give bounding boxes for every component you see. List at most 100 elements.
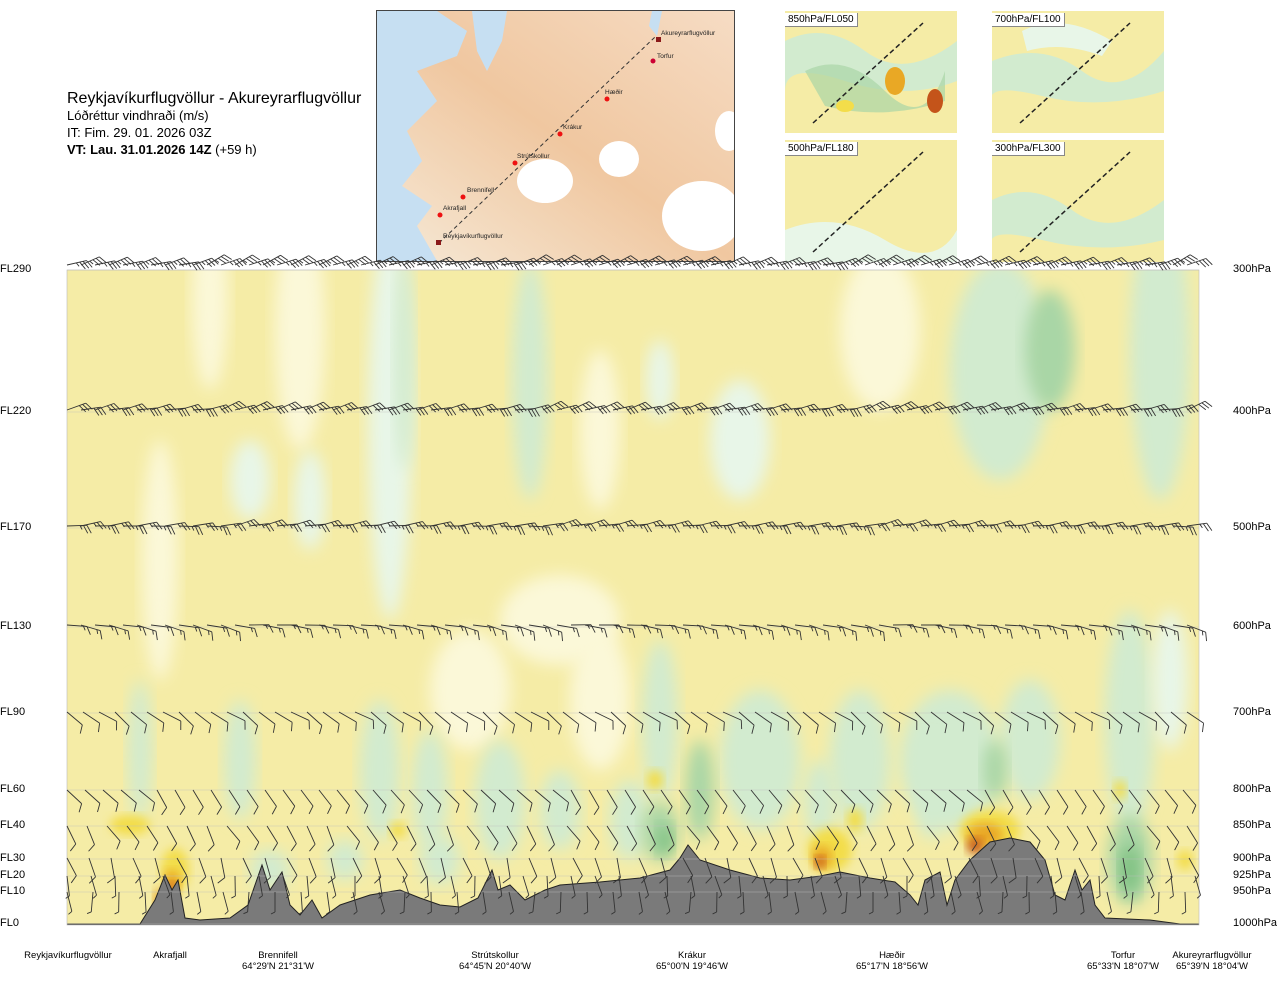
label-akureyri: Akureyrarflugvöllur bbox=[661, 30, 716, 37]
wind-barb-FL30-42 bbox=[990, 857, 998, 884]
wind-barb-FL60-20 bbox=[426, 789, 442, 813]
velocity-blob-6 bbox=[646, 340, 674, 420]
wind-barb-FL290-41 bbox=[640, 255, 667, 266]
wind-barb-FL40-34 bbox=[746, 825, 757, 852]
marker-strutskollur bbox=[512, 160, 518, 166]
wind-barb-FL90-50 bbox=[866, 711, 883, 734]
wind-barb-FL170-1 bbox=[80, 521, 107, 530]
wind-barb-FL220-63 bbox=[948, 401, 975, 412]
wind-barb-FL30-30 bbox=[723, 857, 732, 884]
wind-barb-FL40-24 bbox=[546, 825, 555, 852]
wind-barb-FL90-4 bbox=[130, 711, 147, 734]
wind-barb-FL170-80 bbox=[1186, 522, 1213, 532]
wind-barb-FL290-19 bbox=[332, 259, 359, 269]
wind-barb-FL130-3 bbox=[108, 624, 131, 640]
wind-barb-FL290-33 bbox=[528, 254, 554, 266]
waypoint-label-0: Reykjavíkurflugvöllur bbox=[24, 950, 112, 961]
wind-barb-FL20-28 bbox=[737, 875, 742, 899]
wind-barb-FL10-29 bbox=[820, 891, 827, 915]
wind-barb-FL60-36 bbox=[714, 789, 728, 815]
wind-barb-FL130-20 bbox=[346, 624, 369, 639]
wind-barb-FL40-16 bbox=[386, 825, 398, 851]
label-akrafjall: Akrafjall bbox=[443, 205, 467, 212]
wind-barb-FL90-12 bbox=[258, 711, 276, 733]
velocity-blob-19 bbox=[720, 690, 800, 830]
wind-barb-FL220-51 bbox=[780, 407, 807, 417]
wind-barb-FL130-43 bbox=[668, 624, 691, 639]
fl-label-FL290: FL290 bbox=[0, 263, 32, 275]
wind-barb-FL20-36 bbox=[930, 875, 935, 899]
wind-barb-FL40-1 bbox=[86, 825, 95, 852]
wind-barb-FL20-11 bbox=[330, 875, 337, 899]
wind-barb-FL60-24 bbox=[498, 789, 515, 813]
wind-barb-FL40-3 bbox=[126, 825, 140, 851]
wind-barb-FL90-10 bbox=[226, 711, 246, 730]
wind-barb-FL60-40 bbox=[786, 789, 801, 814]
wind-barb-FL130-58 bbox=[878, 624, 902, 638]
wind-barb-FL30-11 bbox=[308, 857, 317, 884]
wind-barb-FL220-1 bbox=[80, 406, 107, 416]
wind-barb-FL290-56 bbox=[850, 254, 876, 266]
wind-barb-FL30-3 bbox=[132, 857, 142, 884]
wind-barb-FL90-60 bbox=[1026, 711, 1046, 730]
wind-barb-FL40-25 bbox=[566, 825, 581, 850]
wind-barb-FL60-8 bbox=[210, 789, 222, 815]
wind-barb-FL60-47 bbox=[912, 789, 929, 813]
waypoint-name: Hæðir bbox=[879, 950, 905, 961]
terrain-profile bbox=[67, 837, 1199, 925]
wind-barb-FL130-1 bbox=[80, 624, 103, 640]
wind-barb-FL290-39 bbox=[612, 255, 639, 266]
velocity-blob-12 bbox=[142, 440, 178, 680]
wind-barb-FL40-13 bbox=[326, 825, 335, 852]
wind-barb-FL290-42 bbox=[654, 259, 681, 269]
wind-barb-FL40-18 bbox=[426, 825, 436, 852]
wind-barb-FL290-60 bbox=[906, 254, 933, 266]
wind-barb-FL170-43 bbox=[668, 520, 695, 529]
wind-barb-FL60-50 bbox=[966, 789, 983, 812]
mini-map-850: 850hPa/FL050 bbox=[785, 11, 957, 133]
wind-barb-FL170-6 bbox=[150, 525, 176, 535]
wind-barb-FL40-27 bbox=[606, 825, 619, 851]
wind-barb-FL130-62 bbox=[934, 624, 958, 638]
wind-barb-FL20-10 bbox=[304, 875, 310, 899]
velocity-blob-7 bbox=[710, 380, 770, 500]
wind-barb-FL130-45 bbox=[696, 624, 719, 640]
wind-barb-FL290-62 bbox=[934, 255, 961, 266]
wind-barb-FL130-76 bbox=[1130, 624, 1152, 641]
velocity-blob-1 bbox=[275, 270, 325, 450]
wind-barb-FL30-21 bbox=[528, 857, 538, 884]
marker-reykjavik bbox=[436, 240, 441, 245]
wind-barb-FL30-36 bbox=[858, 857, 869, 884]
wind-barb-FL130-33 bbox=[528, 624, 552, 637]
velocity-blob-23 bbox=[1105, 610, 1155, 830]
wind-barb-FL40-44 bbox=[946, 825, 959, 851]
label-brennifell: Brennifell bbox=[467, 187, 495, 194]
wind-barb-FL30-20 bbox=[502, 857, 511, 884]
velocity-blob-41 bbox=[420, 835, 460, 885]
wind-barb-FL220-47 bbox=[724, 406, 751, 416]
wind-barb-FL130-50 bbox=[766, 624, 791, 636]
velocity-blob-16 bbox=[430, 630, 510, 750]
wind-barb-FL10-0 bbox=[66, 891, 73, 915]
fl-label-FL90: FL90 bbox=[0, 706, 26, 718]
wind-barb-FL30-43 bbox=[1008, 857, 1017, 884]
wind-barb-FL60-31 bbox=[624, 789, 636, 815]
wind-barb-FL60-61 bbox=[1164, 789, 1178, 814]
variable-label: Lóðréttur vindhraði (m/s) bbox=[67, 108, 209, 123]
wind-barb-FL290-70 bbox=[1046, 256, 1073, 266]
velocity-blob-31 bbox=[610, 780, 650, 860]
mini-label-300: 300hPa/FL300 bbox=[992, 142, 1065, 156]
wind-barb-FL290-71 bbox=[1060, 260, 1087, 270]
wind-barb-FL220-48 bbox=[738, 403, 765, 413]
wind-barb-FL90-1 bbox=[82, 711, 101, 733]
mini-map-500: 500hPa/FL180 bbox=[785, 140, 957, 262]
marker-brennifell bbox=[460, 194, 466, 200]
wind-barb-FL60-9 bbox=[228, 789, 241, 815]
wind-barb-FL60-16 bbox=[354, 789, 369, 814]
valid-time-bold: VT: Lau. 31.01.2026 14Z bbox=[67, 142, 212, 157]
wind-barb-FL90-63 bbox=[1074, 711, 1093, 731]
wind-barb-FL170-40 bbox=[626, 523, 652, 533]
wind-barb-FL90-8 bbox=[194, 711, 212, 734]
wind-barb-FL60-56 bbox=[1074, 789, 1087, 815]
velocity-blob-13 bbox=[230, 440, 270, 520]
